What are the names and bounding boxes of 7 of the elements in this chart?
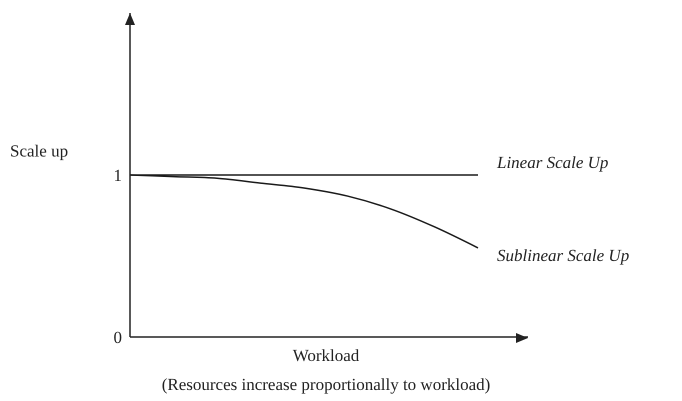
y-axis-title: Scale up bbox=[10, 141, 68, 160]
text: (Resources increase proportionally to workload) bbox=[162, 374, 490, 394]
y-tick-label: 0 bbox=[114, 328, 122, 348]
y-tick-label: 1 bbox=[114, 166, 122, 186]
x-axis-title: Workload bbox=[292, 346, 360, 365]
series-label: Sublinear Scale Up bbox=[497, 246, 630, 265]
series-label: Linear Scale Up bbox=[496, 152, 608, 172]
